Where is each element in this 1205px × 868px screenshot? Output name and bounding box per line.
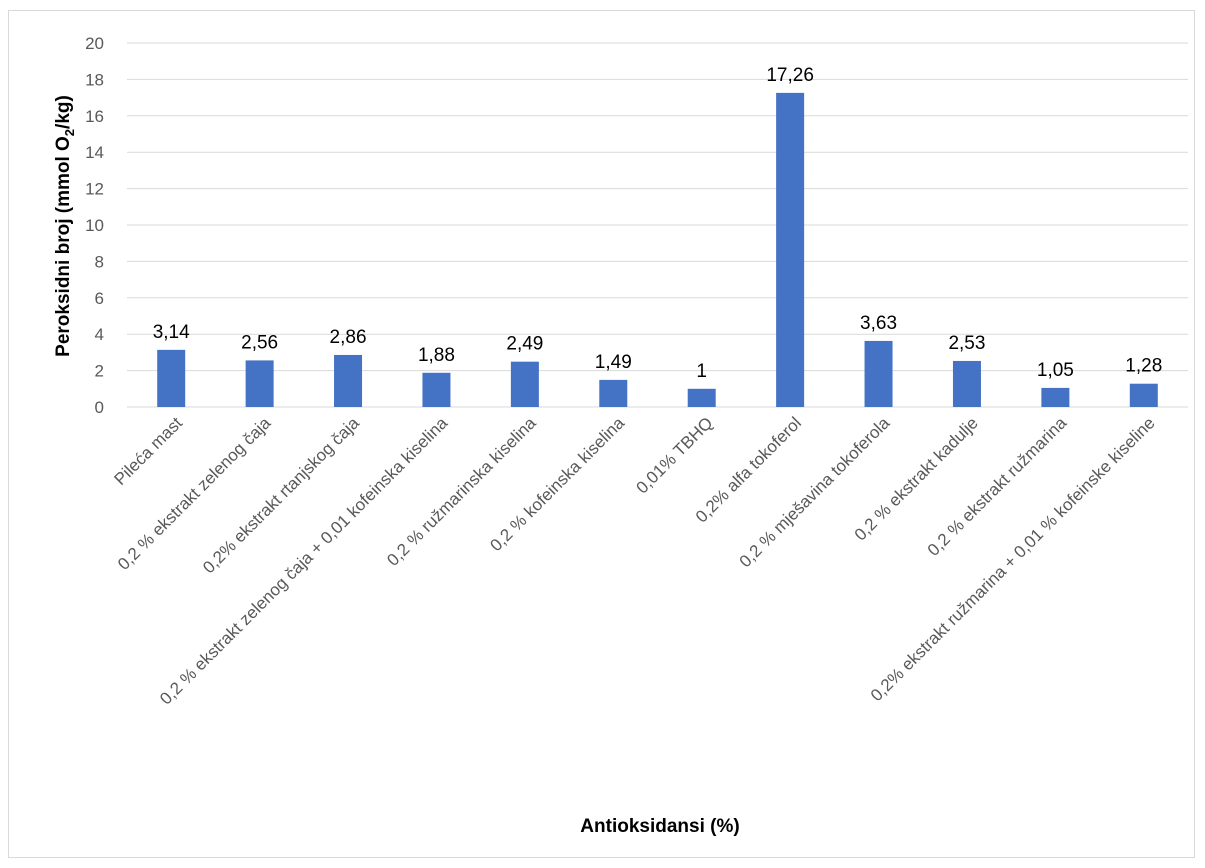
y-tick-label: 2 — [95, 362, 104, 381]
data-label: 2,56 — [241, 332, 278, 353]
category-label: 0,2 % mješavina tokoferola — [736, 413, 894, 571]
bar — [334, 354, 363, 407]
y-axis-ticks: 0 2 4 6 8 10 12 14 16 18 20 — [85, 34, 104, 417]
y-tick-label: 4 — [95, 325, 104, 344]
bar — [776, 92, 805, 408]
category-label: 0,2 % ekstrakt zelenog čaja + 0,01 kofei… — [156, 413, 451, 708]
data-label: 1,49 — [595, 352, 632, 373]
bar — [599, 379, 628, 407]
data-label: 1,28 — [1125, 356, 1162, 377]
bar — [952, 360, 981, 407]
y-tick-label: 8 — [95, 252, 104, 271]
bar — [864, 340, 893, 407]
data-label: 2,86 — [330, 327, 367, 348]
y-axis-title-tail: /kg) — [53, 95, 74, 129]
y-tick-label: 6 — [95, 289, 104, 308]
x-axis-title: Antioksidansi (%) — [580, 816, 739, 837]
data-label: 1,05 — [1037, 360, 1074, 381]
bar — [157, 349, 186, 407]
y-axis-title-subscript: 2 — [62, 129, 77, 136]
chart-frame — [8, 10, 1195, 858]
category-label: 0,2% ekstrakt rtanjskog čaja — [199, 413, 363, 577]
y-axis-title: Peroksidni broj (mmol O2/kg) — [53, 95, 77, 357]
category-label: Pileća mast — [110, 413, 186, 489]
y-tick-label: 0 — [95, 398, 104, 417]
bar — [245, 360, 274, 407]
bar — [1129, 383, 1158, 407]
data-label: 3,63 — [860, 313, 897, 334]
y-tick-label: 12 — [85, 180, 104, 199]
data-label: 17,26 — [766, 65, 814, 86]
y-tick-label: 10 — [85, 216, 104, 235]
bar — [510, 361, 539, 407]
data-label: 3,14 — [153, 322, 190, 343]
y-tick-label: 18 — [85, 70, 104, 89]
y-axis-title-main: Peroksidni broj (mmol O — [53, 136, 74, 357]
bar — [1041, 387, 1070, 407]
data-label: 1,88 — [418, 345, 455, 366]
data-label: 1 — [696, 361, 707, 382]
y-tick-label: 14 — [85, 143, 104, 162]
category-label: 0,01% TBHQ — [633, 413, 717, 497]
gridlines — [127, 42, 1188, 408]
bar — [422, 372, 451, 407]
category-label: 0,2 % ružmarinska kiselina — [383, 413, 540, 570]
data-label: 2,49 — [506, 334, 543, 355]
bar — [687, 388, 716, 407]
data-labels: 3,14 2,56 2,86 1,88 2,49 1,49 1 17,26 3,63 2,53 1,… — [153, 65, 1163, 382]
y-tick-label: 20 — [85, 34, 104, 53]
y-tick-label: 16 — [85, 107, 104, 126]
bars — [157, 92, 1158, 408]
category-label: 0,2 % ekstrakt zelenog čaja — [114, 413, 275, 574]
data-label: 2,53 — [948, 333, 985, 354]
